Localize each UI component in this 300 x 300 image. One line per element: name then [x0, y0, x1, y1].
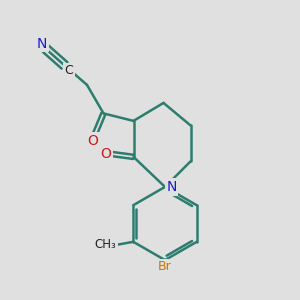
Text: Br: Br [158, 260, 172, 273]
Text: N: N [167, 180, 177, 194]
Text: N: N [37, 37, 47, 50]
Text: O: O [88, 134, 98, 148]
Text: CH₃: CH₃ [94, 238, 116, 251]
Text: O: O [100, 147, 111, 161]
Text: C: C [64, 64, 74, 77]
